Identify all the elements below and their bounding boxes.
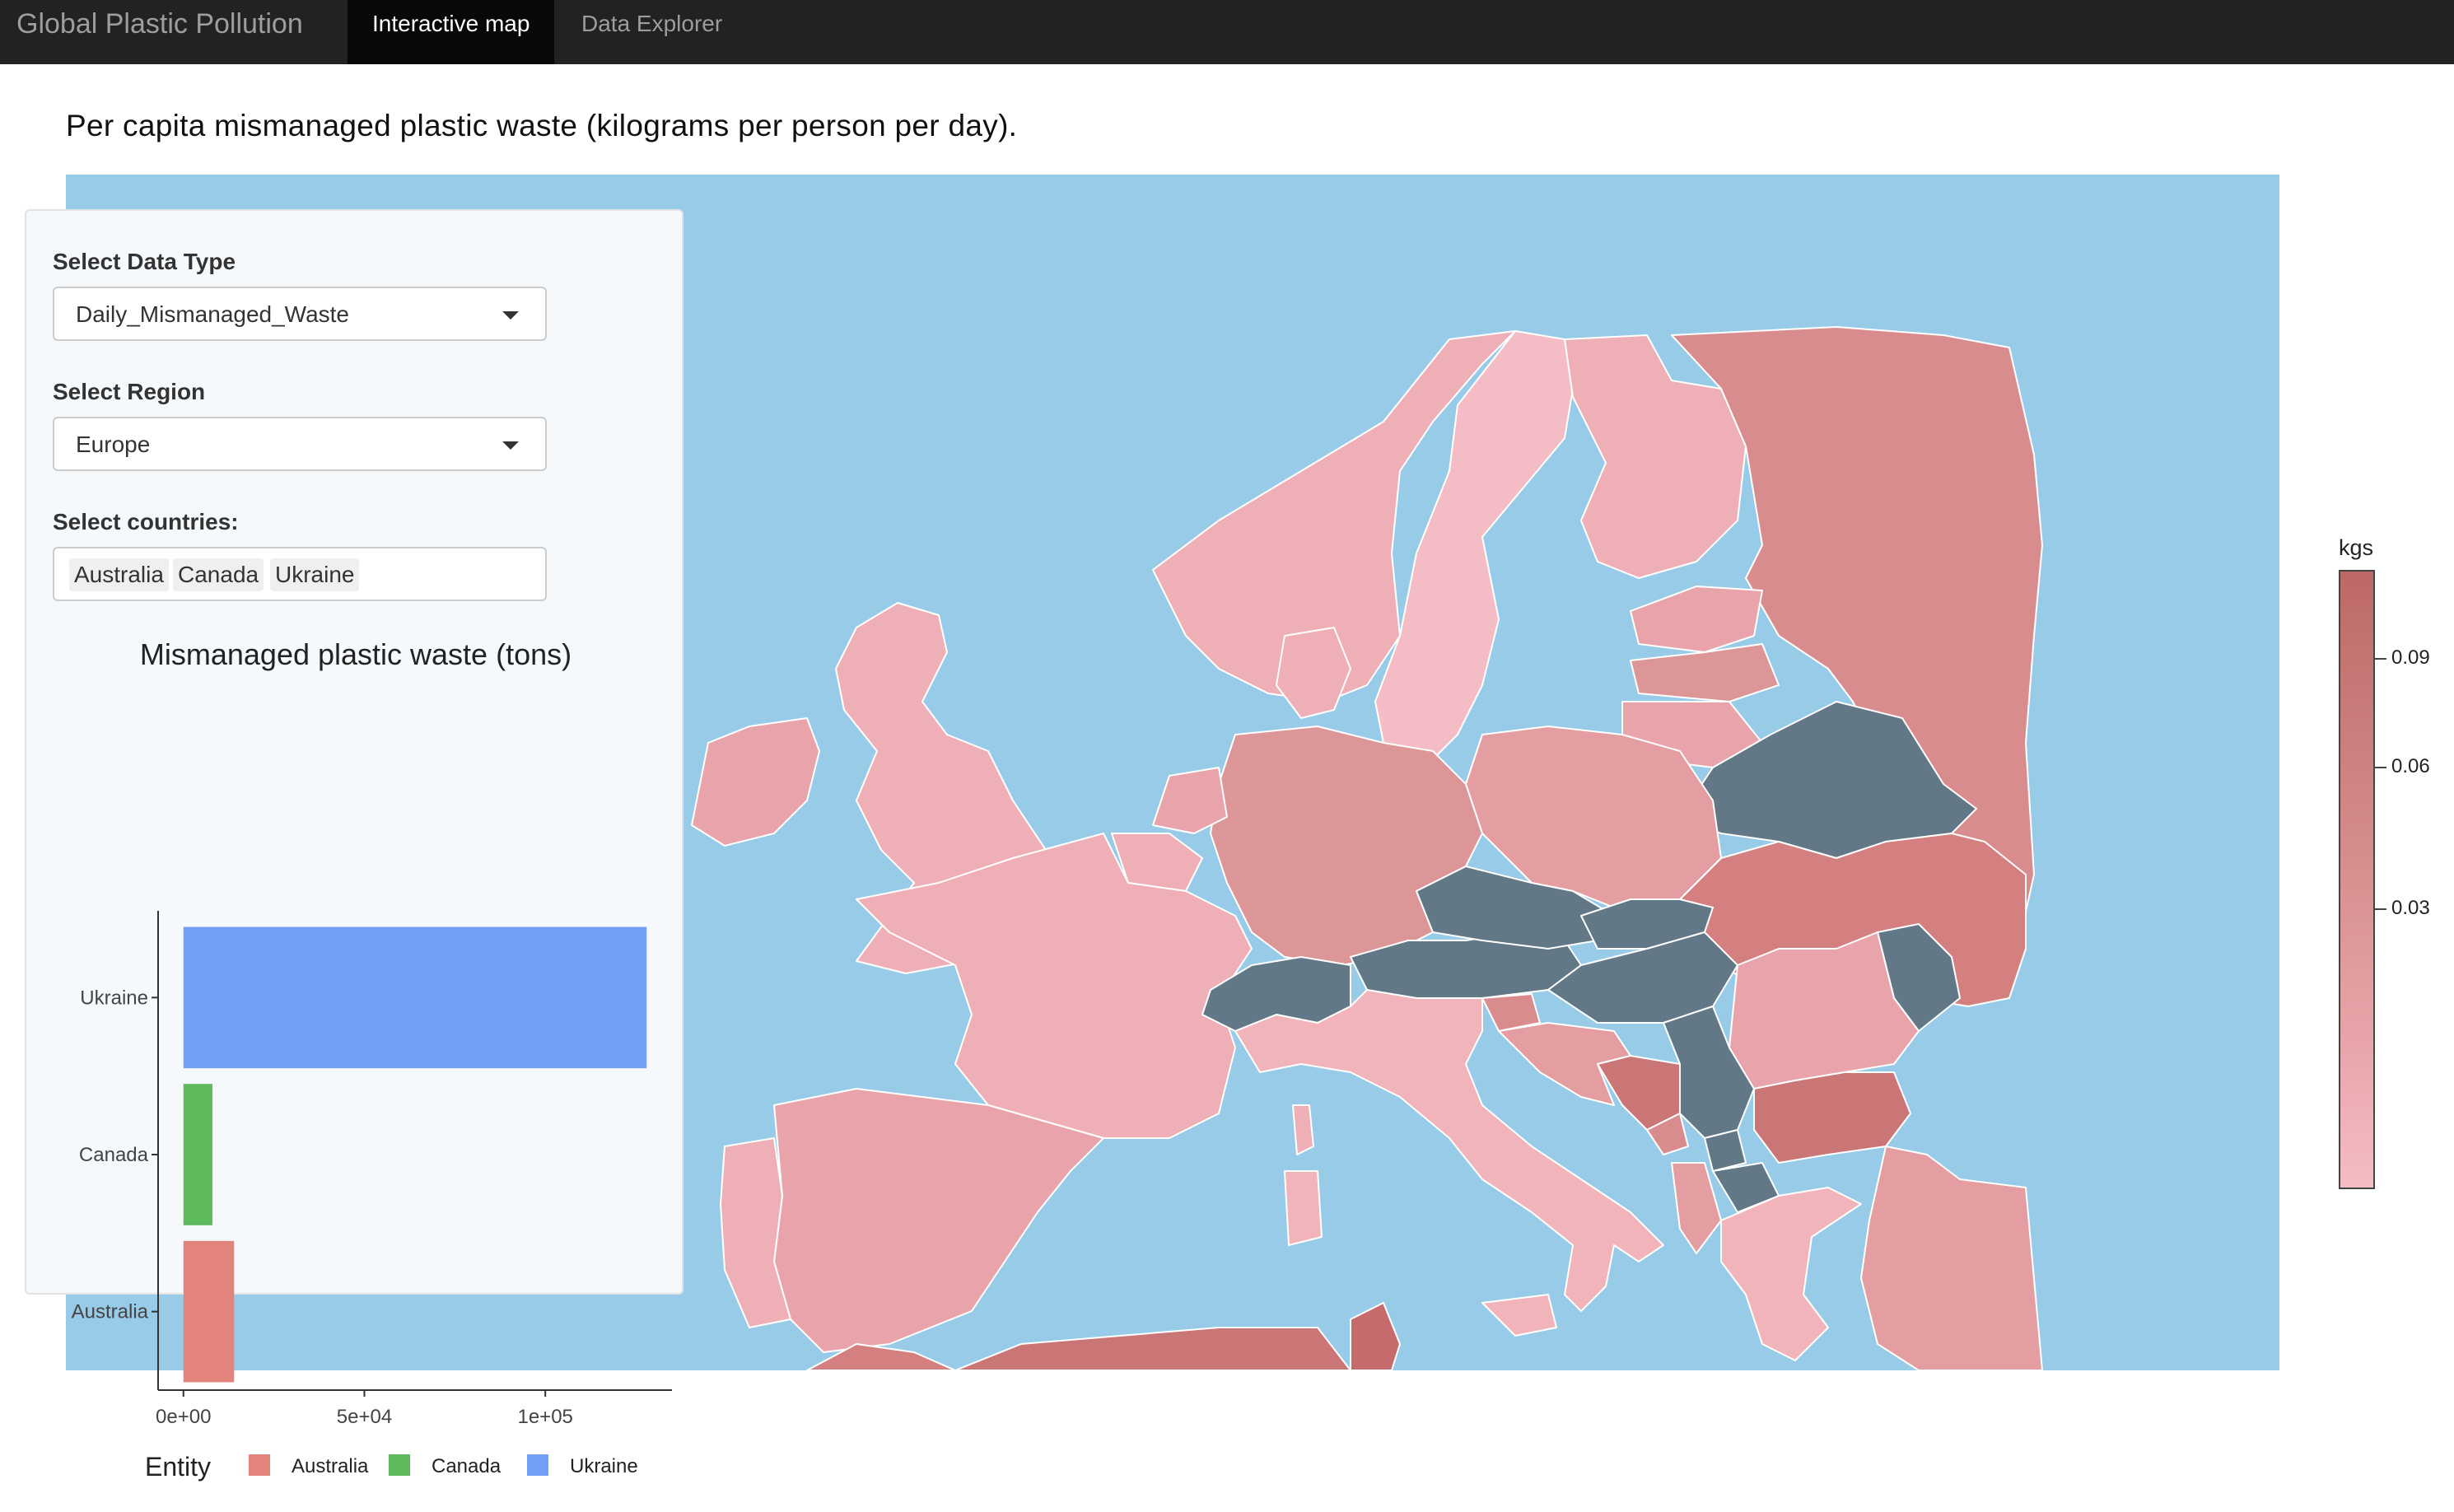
country-romania (1729, 931, 1920, 1090)
bar-chart[interactable]: Ukraine Canada Australia 0e+00 5e+04 1e+05 E… (26, 688, 682, 1512)
colorbar-tick-label: 0.06 (2391, 755, 2430, 777)
colorbar-tick (2375, 767, 2386, 768)
chart-title: Mismanaged plastic waste (tons) (139, 637, 572, 671)
country-greece (1720, 1187, 1862, 1361)
country-chip-australia[interactable]: Australia (69, 558, 169, 591)
country-montenegro (1646, 1113, 1689, 1155)
region-label: Select Region (53, 379, 206, 404)
country-latvia (1630, 643, 1780, 702)
country-algeria (954, 1327, 1351, 1370)
country-ireland (691, 717, 820, 847)
x-tick-label: 1e+05 (517, 1406, 572, 1428)
colorbar-tick (2375, 658, 2386, 660)
country-croatia (1498, 1022, 1631, 1106)
country-turkey (1860, 1146, 2043, 1370)
country-sicily (1481, 1294, 1557, 1337)
bar-australia[interactable] (183, 1240, 235, 1383)
country-estonia (1630, 586, 1763, 653)
chevron-down-icon (502, 441, 519, 450)
legend-swatch-australia[interactable] (249, 1454, 270, 1476)
legend-swatch-canada[interactable] (389, 1454, 410, 1476)
colorbar-tick-label: 0.09 (2391, 646, 2430, 669)
country-corsica (1292, 1104, 1314, 1155)
data-type-label: Select Data Type (53, 249, 236, 274)
app-brand[interactable]: Global Plastic Pollution (16, 8, 303, 40)
bar-canada[interactable] (183, 1084, 212, 1225)
country-morocco (806, 1343, 956, 1370)
data-type-select[interactable]: Daily_Mismanaged_Waste (53, 287, 547, 341)
country-chip-canada[interactable]: Canada (173, 558, 264, 591)
country-albania (1671, 1162, 1722, 1254)
countries-label: Select countries: (53, 509, 239, 534)
map-geography[interactable] (66, 175, 2279, 1370)
country-belgium (1111, 833, 1203, 892)
page-title: Per capita mismanaged plastic waste (kil… (66, 109, 1018, 142)
country-france (856, 833, 1253, 1139)
country-tunisia (1350, 1302, 1401, 1370)
legend-label-ukraine[interactable]: Ukraine (570, 1455, 638, 1477)
colorbar-tick-label: 0.03 (2391, 897, 2430, 919)
country-sardinia (1284, 1170, 1323, 1246)
country-bulgaria (1753, 1071, 1911, 1164)
country-netherlands (1152, 767, 1228, 834)
legend-label-canada[interactable]: Canada (432, 1455, 502, 1477)
country-denmark (1276, 627, 1351, 719)
colorbar (2339, 570, 2375, 1189)
chevron-down-icon (502, 311, 519, 320)
x-tick-label: 5e+04 (337, 1406, 392, 1428)
country-chip-ukraine[interactable]: Ukraine (270, 558, 360, 591)
data-type-value: Daily_Mismanaged_Waste (76, 301, 349, 327)
navbar: Global Plastic Pollution Interactive map… (0, 0, 2454, 64)
colorbar-tick (2375, 908, 2386, 910)
bar-ukraine[interactable] (183, 926, 647, 1069)
countries-multiselect[interactable]: Australia Canada Ukraine (53, 547, 547, 601)
x-tick-label: 0e+00 (156, 1406, 211, 1428)
legend-label-australia[interactable]: Australia (292, 1455, 369, 1477)
country-slovenia (1481, 993, 1541, 1032)
region-select[interactable]: Europe (53, 417, 547, 471)
y-tick-label: Australia (72, 1301, 149, 1323)
country-kosovo (1704, 1129, 1747, 1172)
region-value: Europe (76, 432, 151, 457)
tab-interactive-map[interactable]: Interactive map (348, 0, 555, 64)
y-tick-label: Ukraine (80, 987, 148, 1009)
legend-swatch-ukraine[interactable] (527, 1454, 548, 1476)
legend-title: Entity (145, 1452, 211, 1482)
country-finland (1564, 334, 1747, 579)
country-slovakia (1580, 898, 1714, 950)
country-italy (1234, 989, 1664, 1312)
controls-panel: Select Data Type Daily_Mismanaged_Waste … (25, 209, 683, 1482)
country-norway (1152, 330, 1516, 702)
country-spain (773, 1088, 1104, 1353)
country-portugal (720, 1137, 791, 1328)
colorbar-title: kgs (2339, 535, 2374, 560)
y-tick-label: Canada (79, 1144, 149, 1166)
tab-data-explorer[interactable]: Data Explorer (581, 11, 723, 36)
